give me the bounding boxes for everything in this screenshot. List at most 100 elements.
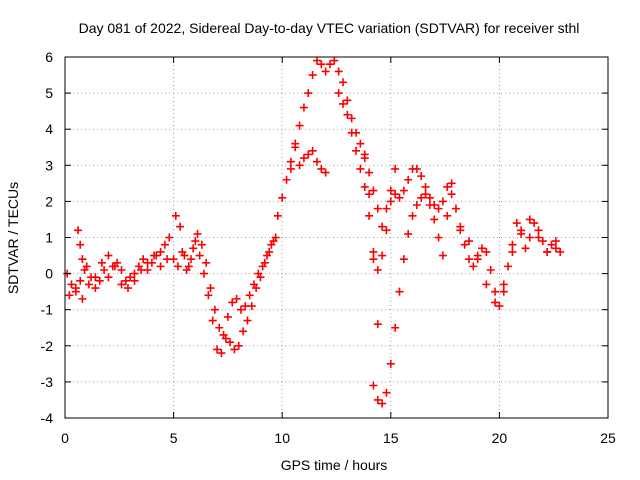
data-point — [130, 269, 139, 278]
data-point — [260, 258, 269, 267]
data-point — [556, 247, 565, 256]
y-tick-label: -3 — [41, 374, 54, 390]
data-point — [538, 237, 547, 246]
data-point — [204, 291, 213, 300]
data-point — [202, 258, 211, 267]
data-point — [386, 197, 395, 206]
data-point — [304, 150, 313, 159]
y-tick-label: -1 — [41, 302, 54, 318]
y-tick-label: -4 — [41, 410, 54, 426]
data-point — [95, 276, 104, 285]
data-point — [239, 327, 248, 336]
data-point — [343, 96, 352, 105]
data-point — [104, 251, 113, 260]
data-point — [443, 182, 452, 191]
data-point — [76, 276, 85, 285]
data-point — [176, 222, 185, 231]
data-point — [373, 395, 382, 404]
data-point — [197, 240, 206, 249]
data-point — [512, 219, 521, 228]
data-point — [312, 56, 321, 65]
y-tick-label: 4 — [45, 121, 53, 137]
data-point — [252, 284, 261, 293]
data-point — [434, 233, 443, 242]
data-point — [473, 251, 482, 260]
data-point — [434, 204, 443, 213]
data-point — [525, 233, 534, 242]
data-point — [443, 211, 452, 220]
data-point — [121, 276, 130, 285]
data-point — [126, 273, 135, 282]
data-point — [421, 190, 430, 199]
data-point — [386, 359, 395, 368]
data-point — [308, 71, 317, 80]
data-point — [110, 262, 119, 271]
data-point — [299, 154, 308, 163]
data-point — [347, 128, 356, 137]
data-point — [221, 334, 230, 343]
data-point — [369, 255, 378, 264]
data-point — [530, 219, 539, 228]
data-point — [191, 237, 200, 246]
data-point — [378, 222, 387, 231]
data-point — [278, 193, 287, 202]
data-point — [373, 265, 382, 274]
data-point — [525, 215, 534, 224]
data-point — [373, 204, 382, 213]
data-point — [100, 265, 109, 274]
data-point — [373, 320, 382, 329]
data-point — [352, 146, 361, 155]
y-tick-label: 5 — [45, 85, 53, 101]
data-point — [343, 110, 352, 119]
data-point — [65, 291, 74, 300]
data-point — [339, 78, 348, 87]
chart-title: Day 081 of 2022, Sidereal Day-to-day VTE… — [79, 20, 580, 36]
data-point — [236, 305, 245, 314]
data-point — [182, 265, 191, 274]
data-point — [312, 157, 321, 166]
data-point — [382, 226, 391, 235]
data-point — [273, 211, 282, 220]
x-tick-label: 5 — [170, 430, 178, 446]
data-point — [504, 262, 513, 271]
data-point — [417, 172, 426, 181]
data-point — [156, 247, 165, 256]
data-point — [215, 323, 224, 332]
data-point — [491, 287, 500, 296]
data-point — [245, 291, 254, 300]
data-point — [391, 190, 400, 199]
data-point — [534, 233, 543, 242]
data-point — [282, 175, 291, 184]
data-point — [232, 294, 241, 303]
data-point — [160, 240, 169, 249]
data-point — [156, 262, 165, 271]
data-point — [451, 204, 460, 213]
data-point — [425, 201, 434, 210]
y-tick-label: -2 — [41, 338, 54, 354]
data-point — [482, 247, 491, 256]
data-point — [464, 255, 473, 264]
data-point — [369, 186, 378, 195]
data-point — [228, 298, 237, 307]
data-point — [378, 251, 387, 260]
data-point — [76, 240, 85, 249]
data-point — [551, 237, 560, 246]
data-point — [230, 345, 239, 354]
data-point — [91, 284, 100, 293]
data-point — [150, 251, 159, 260]
data-point — [173, 262, 182, 271]
data-point — [256, 273, 265, 282]
data-point — [360, 150, 369, 159]
data-point — [265, 247, 274, 256]
data-point — [321, 67, 330, 76]
data-point — [295, 121, 304, 130]
data-point — [243, 316, 252, 325]
data-point — [82, 262, 91, 271]
x-tick-label: 10 — [274, 430, 290, 446]
data-point — [286, 164, 295, 173]
data-point — [117, 265, 126, 274]
data-point — [517, 229, 526, 238]
data-point — [499, 280, 508, 289]
